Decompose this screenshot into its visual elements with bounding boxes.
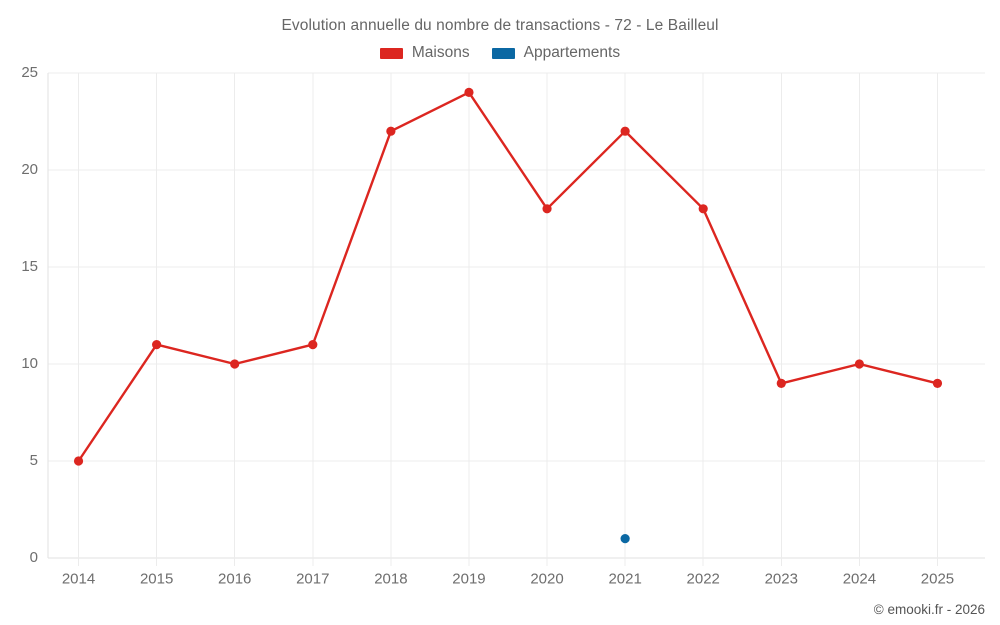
- legend-swatch-appartements: [491, 47, 515, 59]
- x-tick-label: 2021: [608, 570, 641, 587]
- x-tick-label: 2015: [140, 570, 173, 587]
- x-tick-label: 2018: [374, 570, 407, 587]
- y-tick-label: 15: [21, 258, 38, 275]
- legend-item-appartements[interactable]: Appartements: [491, 44, 621, 62]
- legend-label-appartements: Appartements: [523, 44, 621, 61]
- x-tick-label: 2019: [452, 570, 485, 587]
- chart-title: Evolution annuelle du nombre de transact…: [281, 17, 719, 34]
- x-tick-label: 2020: [530, 570, 563, 587]
- data-point-maisons-2015[interactable]: [152, 340, 162, 350]
- series-line-maisons: [77, 91, 939, 463]
- data-point-maisons-2020[interactable]: [542, 204, 552, 214]
- series-layer: [73, 87, 943, 544]
- y-tick-label: 20: [21, 161, 38, 178]
- x-tick-label: 2024: [843, 570, 876, 587]
- y-tick-label: 25: [21, 64, 38, 81]
- data-point-maisons-2024[interactable]: [854, 359, 864, 369]
- y-tick-label: 5: [30, 452, 38, 469]
- data-point-maisons-2018[interactable]: [386, 126, 396, 136]
- legend-label-maisons: Maisons: [411, 44, 470, 61]
- data-point-maisons-2017[interactable]: [308, 340, 318, 350]
- chart-legend: Maisons Appartements: [0, 44, 1000, 62]
- data-point-maisons-2019[interactable]: [464, 87, 474, 97]
- x-axis-tick-labels: 2014 2015 2016 2017 2018 2019 2020 2021 2022 2023…: [62, 570, 954, 587]
- data-point-maisons-2016[interactable]: [230, 359, 240, 369]
- x-tick-label: 2016: [218, 570, 251, 587]
- x-tick-label: 2023: [765, 570, 798, 587]
- y-axis-tick-labels: 0 5 10 15 20 25: [21, 64, 38, 566]
- y-tick-label: 0: [30, 549, 38, 566]
- y-tick-label: 10: [21, 355, 38, 372]
- legend-item-maisons[interactable]: Maisons: [379, 44, 470, 62]
- data-point-maisons-2014[interactable]: [73, 456, 84, 466]
- x-tick-label: 2014: [62, 570, 95, 587]
- x-tick-label: 2017: [296, 570, 329, 587]
- x-tick-label: 2022: [687, 570, 720, 587]
- data-point-maisons-2022[interactable]: [698, 204, 708, 214]
- data-point-appartements-2021[interactable]: [620, 534, 630, 544]
- data-point-maisons-2021[interactable]: [620, 126, 630, 136]
- copyright-credit: © emooki.fr - 2026: [873, 602, 985, 617]
- grid-layer: [48, 72, 985, 566]
- data-point-maisons-2023[interactable]: [776, 378, 786, 388]
- legend-swatch-maisons: [379, 47, 403, 59]
- data-point-maisons-2025[interactable]: [932, 378, 943, 388]
- x-tick-label: 2025: [921, 570, 954, 587]
